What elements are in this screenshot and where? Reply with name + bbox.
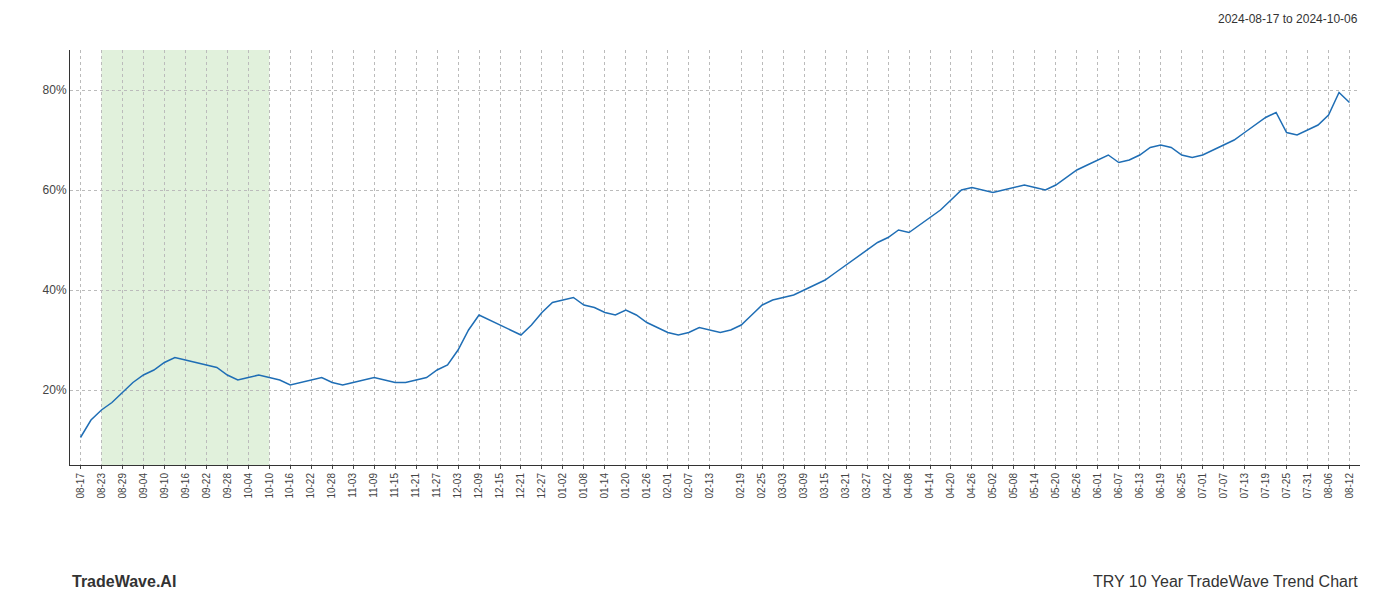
svg-text:03-27: 03-27 [861,473,872,499]
svg-text:01-20: 01-20 [620,473,631,499]
svg-text:11-15: 11-15 [389,473,400,498]
svg-text:07-25: 07-25 [1281,473,1292,499]
svg-text:11-21: 11-21 [410,473,421,498]
svg-text:08-23: 08-23 [96,473,107,499]
svg-text:01-26: 01-26 [641,473,652,499]
svg-text:04-02: 04-02 [882,473,893,499]
svg-text:02-25: 02-25 [756,473,767,499]
svg-text:40%: 40% [43,283,67,297]
svg-text:05-08: 05-08 [1008,473,1019,499]
svg-text:06-19: 06-19 [1155,473,1166,499]
svg-text:02-07: 02-07 [683,473,694,499]
svg-text:05-14: 05-14 [1029,473,1040,499]
svg-text:10-04: 10-04 [243,473,254,499]
svg-text:08-29: 08-29 [117,473,128,499]
svg-text:09-16: 09-16 [180,473,191,499]
svg-text:12-09: 12-09 [473,473,484,499]
svg-text:12-03: 12-03 [452,473,463,499]
svg-text:06-13: 06-13 [1134,473,1145,499]
svg-text:03-03: 03-03 [777,473,788,499]
svg-text:10-10: 10-10 [264,473,275,499]
svg-text:02-13: 02-13 [704,473,715,499]
svg-text:07-31: 07-31 [1302,473,1313,499]
svg-text:10-22: 10-22 [305,473,316,499]
svg-text:09-10: 09-10 [159,473,170,499]
svg-text:05-02: 05-02 [987,473,998,499]
svg-text:09-28: 09-28 [222,473,233,499]
svg-text:05-20: 05-20 [1050,473,1061,499]
svg-text:11-03: 11-03 [347,473,358,498]
svg-text:03-15: 03-15 [819,473,830,499]
svg-text:04-08: 04-08 [903,473,914,499]
svg-text:11-09: 11-09 [368,473,379,498]
svg-text:10-28: 10-28 [326,473,337,499]
svg-text:04-14: 04-14 [924,473,935,499]
svg-text:01-14: 01-14 [599,473,610,499]
svg-text:80%: 80% [43,83,67,97]
svg-text:09-04: 09-04 [138,473,149,499]
svg-text:01-02: 01-02 [557,473,568,499]
svg-text:03-09: 03-09 [798,473,809,499]
svg-text:TRY 10 Year TradeWave Trend Ch: TRY 10 Year TradeWave Trend Chart [1093,573,1358,590]
svg-text:04-20: 04-20 [945,473,956,499]
svg-text:06-07: 06-07 [1113,473,1124,499]
svg-text:07-07: 07-07 [1218,473,1229,499]
svg-text:03-21: 03-21 [840,473,851,499]
svg-text:02-19: 02-19 [735,473,746,499]
svg-text:60%: 60% [43,183,67,197]
svg-text:07-01: 07-01 [1197,473,1208,499]
svg-text:06-01: 06-01 [1092,473,1103,499]
svg-text:08-17: 08-17 [75,473,86,499]
svg-text:20%: 20% [43,383,67,397]
svg-text:08-06: 08-06 [1323,473,1334,499]
svg-text:04-26: 04-26 [966,473,977,499]
svg-text:12-21: 12-21 [515,473,526,499]
svg-text:2024-08-17 to 2024-10-06: 2024-08-17 to 2024-10-06 [1218,12,1358,26]
svg-text:TradeWave.AI: TradeWave.AI [72,573,176,590]
svg-text:05-26: 05-26 [1071,473,1082,499]
svg-text:11-27: 11-27 [431,473,442,498]
svg-text:09-22: 09-22 [201,473,212,499]
svg-text:12-15: 12-15 [494,473,505,499]
svg-text:02-01: 02-01 [662,473,673,499]
svg-text:10-16: 10-16 [284,473,295,499]
svg-text:12-27: 12-27 [536,473,547,499]
svg-text:01-08: 01-08 [578,473,589,499]
svg-text:07-13: 07-13 [1239,473,1250,499]
svg-text:08-12: 08-12 [1344,473,1355,499]
svg-text:06-25: 06-25 [1176,473,1187,499]
svg-text:07-19: 07-19 [1260,473,1271,499]
